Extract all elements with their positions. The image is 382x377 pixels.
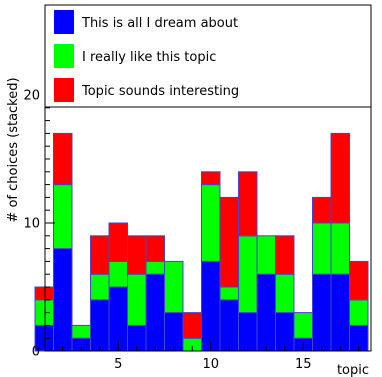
bar-segment (201, 184, 221, 262)
bar-segment (127, 235, 147, 275)
x-axis-label: topic (337, 363, 369, 377)
legend-swatch (54, 10, 74, 34)
bar-segment (164, 312, 184, 352)
bar-segment (312, 196, 332, 224)
bar-segment (71, 324, 91, 339)
y-tick-label: 10 (23, 217, 40, 232)
x-tick-label: 15 (295, 357, 312, 372)
x-tick-label: 5 (114, 357, 122, 372)
y-axis-label: # of choices (stacked) (6, 77, 21, 222)
bar-segment (90, 273, 110, 301)
bar-segment (164, 260, 184, 314)
bar-segment (34, 299, 54, 326)
bar-segment (219, 196, 239, 288)
legend-box (44, 4, 372, 108)
bar-segment (53, 132, 73, 186)
bar-segment (312, 273, 332, 352)
bar-segment (219, 286, 239, 301)
bar-segment (349, 260, 369, 301)
legend-label: Topic sounds interesting (81, 84, 239, 99)
bar-segment (127, 273, 147, 326)
bar-segment (238, 171, 258, 237)
bar-segment (330, 222, 350, 275)
bar-segment (53, 184, 73, 250)
bar-segment (90, 299, 110, 352)
bar-segment (145, 273, 165, 352)
bar-segment (238, 312, 258, 352)
bar-segment (330, 273, 350, 352)
legend: This is all I dream about I really like t… (44, 4, 372, 108)
axes-layer: 0 10 20 5 10 15 (23, 43, 360, 372)
y-tick-label: 0 (32, 345, 40, 360)
bar-segment (53, 248, 73, 352)
y-tick-label: 20 (23, 89, 40, 104)
bar-segment (256, 273, 276, 352)
legend-swatch (54, 44, 74, 68)
bar-segment (145, 260, 165, 275)
bar-segment (108, 222, 128, 262)
x-tick-label: 10 (202, 357, 219, 372)
bar-segment (90, 235, 110, 275)
bar-segment (219, 299, 239, 352)
bar-segment (201, 260, 221, 352)
legend-swatch (54, 78, 74, 102)
bar-segment (275, 235, 295, 275)
legend-label: I really like this topic (82, 50, 216, 65)
bar-segment (275, 312, 295, 352)
bar-segment (238, 235, 258, 314)
bar-segment (349, 299, 369, 326)
bar-segment (275, 273, 295, 314)
legend-label: This is all I dream about (81, 16, 238, 31)
bar-segment (145, 235, 165, 262)
bar-segment (256, 235, 276, 275)
bar-segment (201, 171, 221, 186)
bar-segment (34, 286, 54, 301)
bar-segment (330, 132, 350, 224)
bar-segment (312, 222, 332, 275)
bars-layer (34, 132, 369, 352)
bar-segment (108, 260, 128, 288)
bar-segment (182, 312, 202, 339)
bar-segment (293, 312, 313, 339)
